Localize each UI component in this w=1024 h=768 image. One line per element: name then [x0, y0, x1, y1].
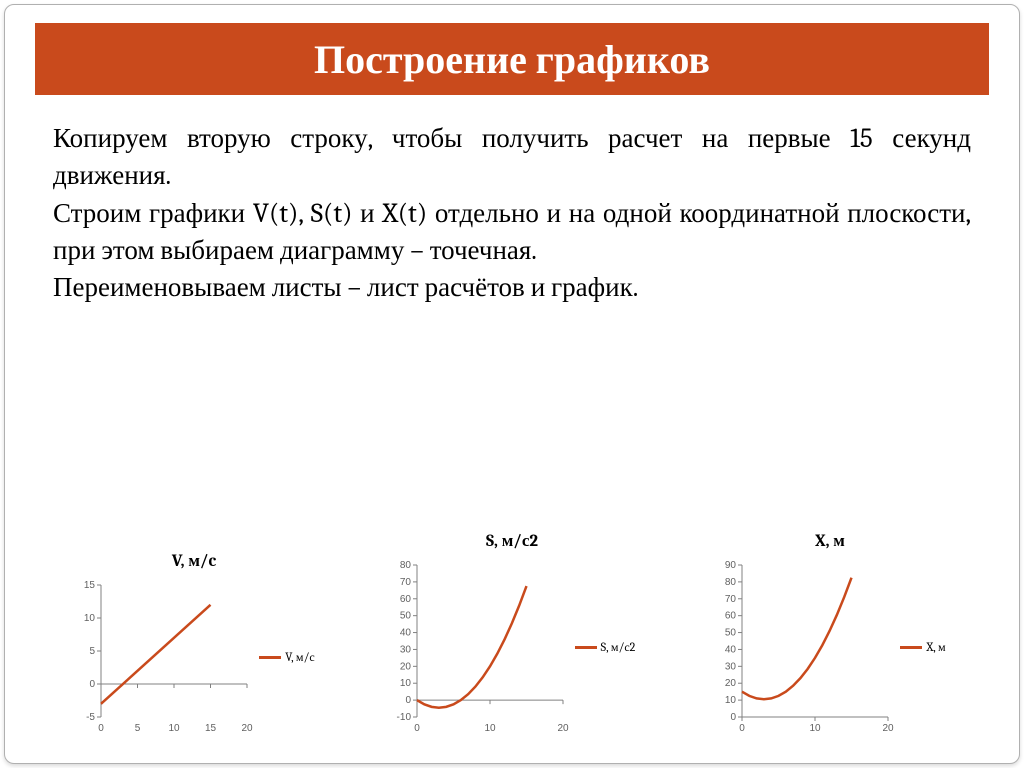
- svg-text:-10: -10: [396, 712, 411, 723]
- chart-x-legend: X, м: [900, 640, 945, 655]
- legend-label-v: V, м/с: [285, 650, 314, 665]
- legend-swatch-icon: [575, 646, 597, 649]
- svg-text:60: 60: [400, 594, 412, 605]
- svg-text:60: 60: [725, 611, 737, 622]
- chart-title-v: V, м/c: [172, 551, 216, 571]
- svg-text:20: 20: [557, 723, 569, 734]
- legend-swatch-icon: [900, 646, 922, 649]
- svg-text:80: 80: [400, 560, 412, 571]
- svg-text:10: 10: [400, 678, 412, 689]
- svg-text:0: 0: [405, 695, 411, 706]
- svg-text:70: 70: [725, 594, 737, 605]
- svg-text:10: 10: [725, 695, 737, 706]
- paragraph-2: Строим графики V(t), S(t) и X(t) отдельн…: [53, 195, 971, 270]
- charts-row: V, м/c -505101505101520 V, м/с S, м/с2 -…: [35, 497, 989, 737]
- svg-text:70: 70: [400, 577, 412, 588]
- svg-text:20: 20: [242, 723, 254, 734]
- legend-swatch-icon: [259, 656, 281, 659]
- svg-text:10: 10: [84, 613, 96, 624]
- svg-text:15: 15: [205, 723, 217, 734]
- svg-text:5: 5: [90, 646, 96, 657]
- svg-text:50: 50: [725, 628, 737, 639]
- svg-text:30: 30: [725, 661, 737, 672]
- chart-v-svg: -505101505101520: [73, 577, 253, 737]
- svg-text:0: 0: [740, 723, 746, 734]
- slide-title: Построение графиков: [314, 36, 710, 83]
- svg-text:20: 20: [883, 723, 895, 734]
- svg-text:50: 50: [400, 611, 412, 622]
- svg-text:80: 80: [725, 577, 737, 588]
- chart-block-v: V, м/c -505101505101520 V, м/с: [35, 551, 353, 737]
- body-text: Копируем вторую строку, чтобы получить р…: [53, 120, 971, 306]
- svg-text:20: 20: [400, 661, 412, 672]
- svg-text:10: 10: [169, 723, 181, 734]
- paragraph-1: Копируем вторую строку, чтобы получить р…: [53, 120, 971, 195]
- chart-x-svg: 0 10 20 30 40 50 60 70 80 90 0 10 20: [714, 557, 894, 737]
- chart-v-legend: V, м/с: [259, 650, 314, 665]
- svg-text:15: 15: [84, 580, 96, 591]
- legend-label-s: S, м/с2: [601, 640, 636, 655]
- svg-text:10: 10: [810, 723, 822, 734]
- paragraph-3: Переименовываем листы – лист расчётов и …: [53, 269, 971, 306]
- legend-label-x: X, м: [926, 640, 945, 655]
- slide-frame: Построение графиков Копируем вторую стро…: [4, 4, 1020, 764]
- chart-title-x: X, м: [815, 531, 845, 551]
- chart-block-s: S, м/с2 -100102030405060708001020 S, м/с…: [353, 531, 671, 737]
- svg-text:30: 30: [400, 644, 412, 655]
- chart-block-x: X, м 0 10 20 30 40 50 60 70 80 90 0 10 20 X, м: [671, 531, 989, 737]
- svg-text:0: 0: [414, 723, 420, 734]
- svg-text:-5: -5: [86, 712, 95, 723]
- chart-title-s: S, м/с2: [486, 531, 538, 551]
- svg-text:10: 10: [484, 723, 496, 734]
- svg-text:0: 0: [90, 679, 96, 690]
- svg-text:20: 20: [725, 678, 737, 689]
- title-bar: Построение графиков: [35, 23, 989, 95]
- chart-s-svg: -100102030405060708001020: [389, 557, 569, 737]
- svg-text:0: 0: [731, 712, 737, 723]
- chart-s-legend: S, м/с2: [575, 640, 636, 655]
- svg-text:40: 40: [400, 628, 412, 639]
- svg-text:0: 0: [98, 723, 104, 734]
- svg-text:5: 5: [135, 723, 141, 734]
- svg-text:90: 90: [725, 560, 737, 571]
- svg-text:40: 40: [725, 644, 737, 655]
